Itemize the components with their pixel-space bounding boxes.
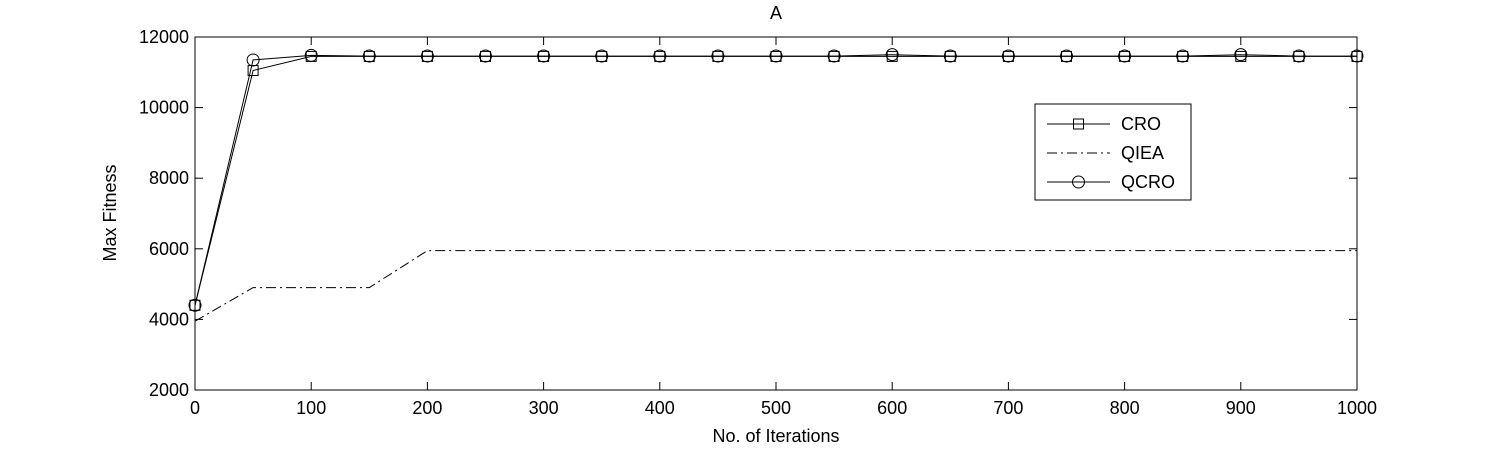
y-tick-label: 8000 — [149, 168, 189, 188]
y-tick-label: 10000 — [139, 98, 189, 118]
legend: CRO QIEA QCRO — [1034, 103, 1192, 201]
data-point-qcro — [479, 49, 492, 63]
data-point-qcro — [1118, 49, 1132, 63]
x-tick-label: 800 — [1110, 398, 1140, 418]
x-tick-label: 300 — [529, 398, 559, 418]
data-point-qcro — [1234, 48, 1248, 62]
y-tick-label: 6000 — [149, 239, 189, 259]
data-point-qcro — [1350, 49, 1364, 63]
data-point-cro — [189, 299, 201, 311]
series-qcro — [188, 48, 1364, 312]
legend-box — [1034, 103, 1192, 201]
data-point-qcro — [246, 53, 260, 67]
x-tick-label: 700 — [993, 398, 1023, 418]
y-tick-label: 4000 — [149, 309, 189, 329]
x-tick-label: 400 — [645, 398, 675, 418]
x-axis-label: No. of Iterations — [712, 426, 839, 446]
x-tick-label: 0 — [190, 398, 200, 418]
legend-label-qcro: QCRO — [1121, 172, 1175, 192]
data-point-qcro — [711, 49, 725, 63]
data-point-qcro — [827, 49, 841, 63]
data-point-qcro — [304, 48, 318, 62]
data-point-qcro — [1060, 49, 1073, 63]
x-tick-label: 100 — [296, 398, 326, 418]
x-tick-label: 500 — [761, 398, 791, 418]
data-point-cro — [886, 50, 898, 62]
data-point-qcro — [1001, 49, 1015, 63]
data-point-qcro — [595, 49, 609, 63]
data-point-qcro — [769, 49, 783, 63]
legend-label-cro: CRO — [1121, 114, 1161, 134]
data-point-qcro — [362, 49, 376, 63]
data-point-qcro — [420, 49, 434, 63]
y-tick-label: 2000 — [149, 380, 189, 400]
x-tick-label: 600 — [877, 398, 907, 418]
data-point-qcro — [653, 49, 667, 63]
data-point-qcro — [1292, 49, 1306, 63]
legend-marker-qcro — [1072, 175, 1085, 189]
legend-label-qiea: QIEA — [1121, 143, 1164, 163]
y-axis-label: Max Fitness — [100, 164, 120, 261]
data-point-qcro — [943, 49, 957, 63]
x-tick-label: 900 — [1226, 398, 1256, 418]
data-point-qcro — [1176, 49, 1190, 63]
data-point-qcro — [188, 298, 202, 312]
legend-marker-cro — [1073, 118, 1084, 130]
x-tick-label: 1000 — [1337, 398, 1377, 418]
series-qiea — [194, 250, 1357, 322]
series-line-qiea — [194, 250, 1357, 322]
y-tick-label: 12000 — [139, 27, 189, 47]
data-point-qcro — [885, 48, 899, 62]
x-tick-label: 200 — [412, 398, 442, 418]
data-point-qcro — [537, 49, 551, 63]
chart-title: A — [770, 3, 782, 23]
data-point-cro — [1235, 50, 1247, 62]
series-line-qcro — [194, 54, 1357, 306]
plot-area: 0 100 200 300 400 500 600 700 800 900 1000 2000 4000… — [139, 27, 1377, 418]
